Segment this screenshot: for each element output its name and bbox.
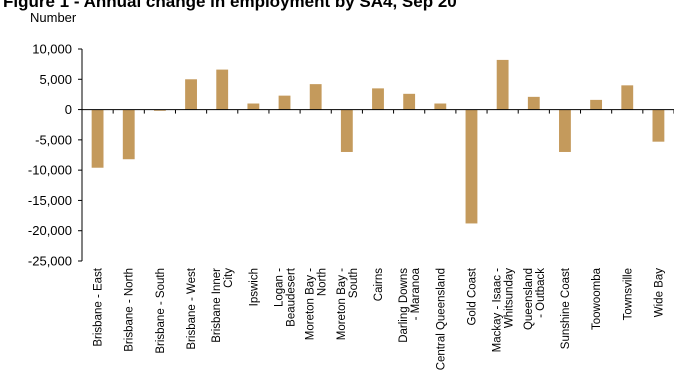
bar	[497, 60, 509, 110]
x-tick-label: Gold Coast	[466, 267, 478, 325]
x-tick-label: Toowoomba	[591, 267, 603, 330]
x-tick-label: Whitsunday	[504, 268, 516, 328]
x-tick-label: Brisbane - East	[93, 267, 105, 346]
y-tick-label: -20,000	[28, 223, 72, 238]
x-tick-label: City	[223, 268, 235, 288]
y-tick-label: -10,000	[28, 163, 72, 178]
y-tick-label: 10,000	[32, 42, 72, 57]
x-tick-label: - Outback	[535, 268, 547, 318]
bar	[590, 100, 602, 110]
y-tick-label: -5,000	[35, 132, 72, 147]
bar	[403, 94, 415, 110]
x-tick-label: Wide Bay	[653, 268, 665, 317]
y-tick-label: 0	[65, 102, 72, 117]
bars	[92, 60, 665, 224]
x-tick-label: Mackay - Isaac -	[492, 268, 504, 353]
x-tick-label: Brisbane - North	[124, 268, 136, 352]
bar	[123, 110, 135, 160]
x-tick-label: Sunshine Coast	[560, 267, 572, 349]
x-tick-label: South	[348, 268, 360, 298]
x-tick-label: Townsville	[622, 268, 634, 320]
bar	[185, 79, 197, 109]
bar	[372, 88, 384, 109]
x-tick-label: Logan -	[274, 268, 286, 307]
x-tick-label: Brisbane - West	[186, 267, 198, 349]
x-tick-label: Brisbane Inner	[211, 268, 223, 343]
bar	[247, 104, 259, 110]
bar	[434, 104, 446, 110]
bar	[92, 110, 104, 168]
y-axis-label: Number	[30, 10, 77, 25]
bar	[621, 85, 633, 109]
x-tick-label: Queensland	[523, 268, 535, 330]
x-tick-label: Moreton Bay -	[336, 268, 348, 340]
x-tick-label: Ipswich	[248, 268, 260, 306]
x-tick-label: Brisbane - South	[155, 268, 167, 354]
bar	[341, 110, 353, 152]
x-tick-label: Central Queensland	[435, 268, 447, 370]
y-axis: 10,000 5,000 0 -5,000 -10,000 -15,000 -20,000 -…	[28, 42, 82, 269]
bar	[559, 110, 571, 152]
bar	[528, 97, 540, 110]
bar	[279, 96, 291, 110]
y-tick-label: -25,000	[28, 254, 72, 269]
bar	[310, 84, 322, 109]
x-tick-label: North	[317, 268, 329, 296]
bar	[216, 70, 228, 110]
x-tick-label: Cairns	[373, 268, 385, 301]
bar	[466, 110, 478, 224]
y-tick-label: -15,000	[28, 193, 72, 208]
x-axis	[82, 110, 674, 114]
bar	[653, 110, 665, 142]
y-tick-label: 5,000	[39, 72, 72, 87]
x-tick-label: - Maranoa	[410, 267, 422, 320]
x-tick-label: Darling Downs	[398, 268, 410, 343]
x-axis-labels: Brisbane - East Brisbane - North Brisbane …	[93, 267, 666, 370]
x-tick-label: Beaudesert	[286, 267, 298, 327]
x-tick-label: Moreton Bay -	[305, 268, 317, 340]
